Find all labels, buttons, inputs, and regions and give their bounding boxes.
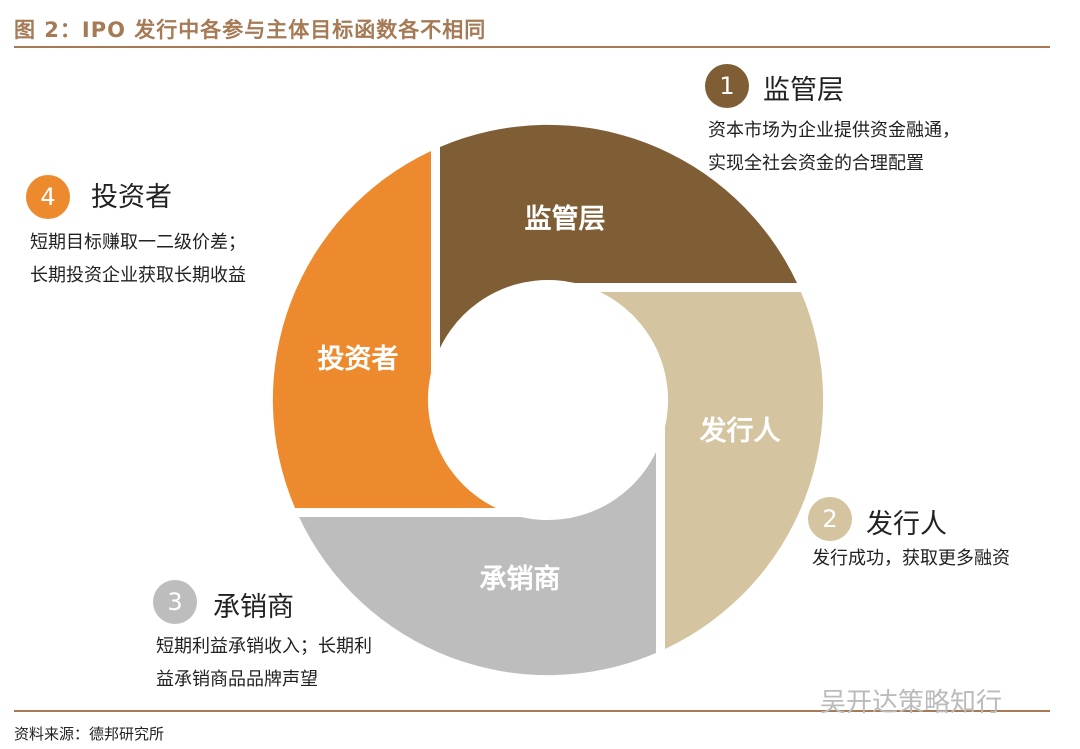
desc-regulator: 资本市场为企业提供资金融通， 实现全社会资金的合理配置 [708,114,960,180]
number-badge-3: 3 [153,580,197,624]
heading-investor: 投资者 [91,182,172,213]
number-badge-2: 2 [808,497,852,541]
desc-investor: 短期目标赚取一二级价差； 长期投资企业获取长期收益 [30,226,246,292]
desc-line: 短期利益承销收入；长期利 [156,636,372,657]
segment-label-underwriter: 承销商 [480,564,561,595]
segment-issuer [600,292,824,649]
heading-regulator: 监管层 [763,75,844,106]
title-divider [14,46,1050,48]
segment-regulator [440,124,797,348]
figure-title: 图 2：IPO 发行中各参与主体目标函数各不相同 [14,18,487,42]
watermark: 吴开达策略知行 [820,688,1003,718]
heading-underwriter: 承销商 [213,592,294,623]
number-badge-4: 4 [26,175,70,219]
desc-line: 发行成功，获取更多融资 [812,548,1010,569]
heading-issuer: 发行人 [866,509,947,540]
desc-line: 资本市场为企业提供资金融通， [708,120,960,141]
segment-label-investor: 投资者 [318,344,399,375]
segment-label-issuer: 发行人 [699,415,781,447]
desc-issuer: 发行成功，获取更多融资 [812,542,1010,575]
number-badge-1: 1 [705,64,749,108]
segment-investor [272,151,496,508]
desc-line: 短期目标赚取一二级价差； [30,232,246,253]
segment-label-regulator: 监管层 [525,204,606,235]
footer-divider [14,710,1050,712]
desc-line: 实现全社会资金的合理配置 [708,153,924,174]
desc-line: 长期投资企业获取长期收益 [30,265,246,286]
desc-underwriter: 短期利益承销收入；长期利 益承销商品品牌声望 [156,630,372,696]
desc-line: 益承销商品品牌声望 [156,669,318,690]
source-note: 资料来源：德邦研究所 [14,725,165,743]
segment-underwriter [299,452,656,676]
